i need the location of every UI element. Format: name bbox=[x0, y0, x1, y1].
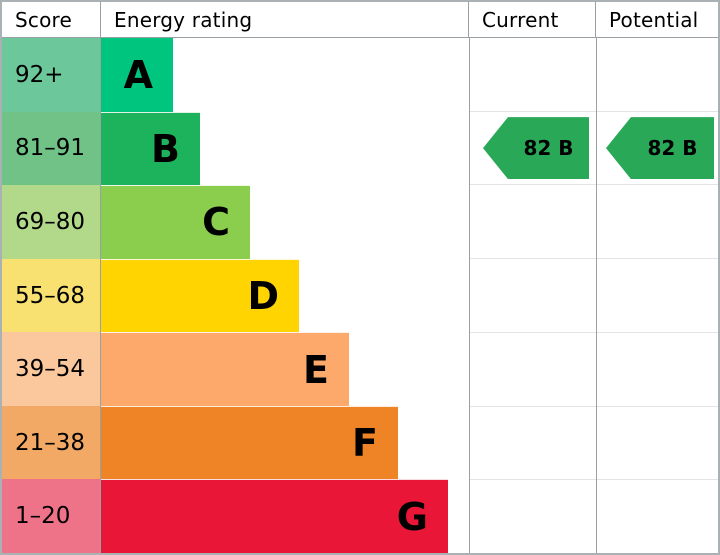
score-range-label: 69–80 bbox=[15, 208, 86, 235]
score-cell: 1–20 bbox=[2, 479, 101, 553]
band-bar: D bbox=[101, 258, 299, 333]
header-current-label: Current bbox=[469, 2, 596, 37]
rating-cell bbox=[597, 259, 718, 333]
band-letter: G bbox=[396, 494, 428, 539]
bar-area: A bbox=[101, 38, 469, 112]
band-bar: B bbox=[101, 111, 200, 186]
score-range-label: 1–20 bbox=[15, 503, 71, 530]
band-bar: F bbox=[101, 405, 398, 480]
potential-rating-arrow: 82 B bbox=[606, 117, 714, 180]
band-letter: C bbox=[202, 200, 230, 245]
score-cell: 92+ bbox=[2, 38, 101, 112]
band-bar: G bbox=[101, 479, 448, 553]
score-range-label: 21–38 bbox=[15, 429, 86, 456]
score-cell: 55–68 bbox=[2, 258, 101, 333]
header-row: Score Energy rating Current Potential bbox=[2, 2, 718, 38]
bar-area: B bbox=[101, 111, 469, 186]
band-letter: E bbox=[303, 347, 329, 392]
potential-rating-label: 82 B bbox=[647, 136, 698, 161]
rating-cell bbox=[470, 38, 596, 112]
current-rating-label: 82 B bbox=[523, 136, 574, 161]
bar-area: D bbox=[101, 258, 469, 333]
band-letter: F bbox=[352, 421, 378, 466]
score-cell: 21–38 bbox=[2, 405, 101, 480]
score-range-label: 55–68 bbox=[15, 282, 86, 309]
current-rating-arrow: 82 B bbox=[483, 117, 589, 180]
rating-cell bbox=[470, 480, 596, 553]
rating-cell bbox=[597, 38, 718, 112]
score-cell: 81–91 bbox=[2, 111, 101, 186]
score-cell: 39–54 bbox=[2, 332, 101, 406]
bar-area: F bbox=[101, 405, 469, 480]
band-row: 81–91 B bbox=[2, 111, 469, 186]
band-bar: A bbox=[101, 38, 173, 112]
header-energy-rating-label: Energy rating bbox=[101, 2, 469, 37]
rating-cell bbox=[470, 259, 596, 333]
band-row: 92+ A bbox=[2, 38, 469, 112]
chart-body: 92+ A 81–91 B 69–80 C 55–68 D bbox=[2, 38, 718, 553]
header-score-label: Score bbox=[2, 2, 101, 37]
score-range-label: 39–54 bbox=[15, 356, 86, 383]
rating-cell: 82 B bbox=[470, 112, 596, 186]
band-row: 55–68 D bbox=[2, 258, 469, 333]
rating-cell bbox=[597, 185, 718, 260]
band-row: 69–80 C bbox=[2, 185, 469, 259]
rating-cell bbox=[470, 185, 596, 260]
band-row: 1–20 G bbox=[2, 479, 469, 553]
band-row: 21–38 F bbox=[2, 405, 469, 480]
rating-cell bbox=[597, 333, 718, 407]
bar-area: E bbox=[101, 332, 469, 406]
band-bar: E bbox=[101, 332, 349, 406]
band-letter: B bbox=[151, 126, 180, 171]
bar-area: G bbox=[101, 479, 469, 553]
header-potential-label: Potential bbox=[609, 7, 699, 32]
score-range-label: 92+ bbox=[15, 61, 64, 88]
bands-area: 92+ A 81–91 B 69–80 C 55–68 D bbox=[2, 38, 470, 553]
rating-cell bbox=[470, 333, 596, 407]
band-letter: A bbox=[123, 52, 153, 97]
score-cell: 69–80 bbox=[2, 185, 101, 259]
band-bar: C bbox=[101, 185, 250, 259]
rating-cell bbox=[597, 407, 718, 481]
bar-area: C bbox=[101, 185, 469, 259]
rating-cell bbox=[470, 407, 596, 481]
current-column: 82 B bbox=[470, 38, 597, 553]
rating-cell bbox=[597, 480, 718, 553]
rating-cell: 82 B bbox=[597, 112, 718, 186]
potential-column: 82 B bbox=[597, 38, 718, 553]
score-range-label: 81–91 bbox=[15, 135, 86, 162]
band-row: 39–54 E bbox=[2, 332, 469, 406]
band-letter: D bbox=[247, 274, 279, 319]
